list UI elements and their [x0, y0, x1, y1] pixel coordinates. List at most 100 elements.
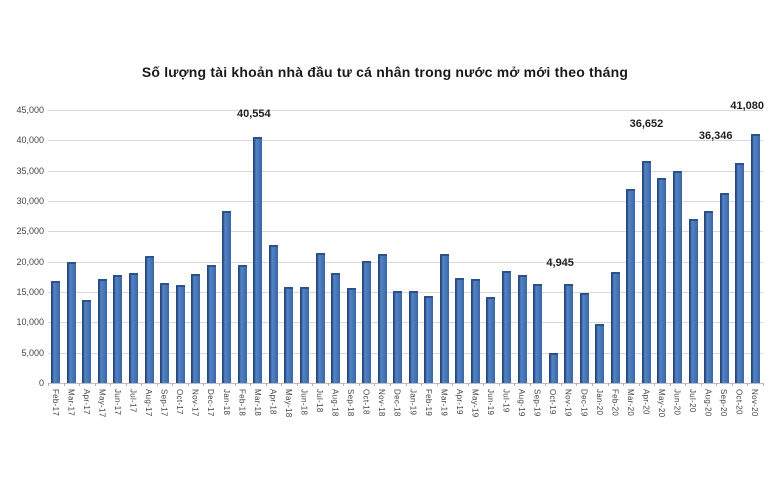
gridline-35000	[48, 170, 763, 172]
y-axis-tick-label: 30,000	[16, 196, 44, 206]
x-axis-label-sep-18: Sep-18	[346, 389, 356, 417]
x-axis-tick	[452, 383, 454, 386]
bar-sep-17	[160, 282, 170, 383]
x-axis-label-jun-20: Jun-20	[672, 389, 682, 416]
data-label-oct-19: 4,945	[546, 256, 574, 269]
gridline-20000	[48, 261, 763, 263]
x-axis-label-sep-17: Sep-17	[159, 389, 169, 417]
x-axis-label-mar-20: Mar-20	[625, 389, 635, 417]
x-axis-tick	[483, 383, 485, 386]
x-axis-tick	[467, 383, 469, 386]
bar-aug-19	[517, 275, 527, 383]
x-axis-tick	[63, 383, 65, 386]
bar-feb-18	[237, 265, 247, 383]
x-axis-tick	[203, 383, 205, 386]
x-axis-label-aug-19: Aug-19	[517, 389, 527, 417]
x-axis-tick	[669, 383, 671, 386]
bar-may-18	[284, 287, 294, 383]
x-axis-tick	[747, 383, 749, 386]
x-axis-tick	[110, 383, 112, 386]
x-axis-tick	[141, 383, 143, 386]
x-axis-tick	[389, 383, 391, 386]
gridline-25000	[48, 231, 763, 233]
y-axis-tick-label: 15,000	[16, 287, 44, 297]
x-axis-tick	[48, 383, 49, 386]
bar-apr-20	[641, 160, 651, 383]
y-axis-tick-label: 40,000	[16, 135, 44, 146]
bar-oct-19	[548, 353, 558, 383]
bar-jun-20	[673, 170, 682, 383]
x-axis-label-jan-20: Jan-20	[594, 389, 604, 416]
x-axis-label-jun-19: Jun-19	[485, 389, 495, 416]
x-axis-tick	[234, 383, 236, 386]
y-axis-tick-label: 20,000	[16, 256, 44, 267]
x-axis-tick	[172, 383, 174, 386]
gridline-5000	[48, 352, 763, 354]
x-axis-tick	[405, 383, 407, 386]
bar-may-20	[657, 177, 667, 383]
bar-sep-18	[346, 288, 356, 383]
x-axis-tick	[731, 383, 733, 386]
x-axis-tick	[187, 383, 189, 386]
gridline-30000	[48, 201, 763, 202]
x-axis-label-oct-18: Oct-18	[361, 389, 371, 415]
x-axis-label-mar-18: Mar-18	[252, 389, 262, 417]
x-axis-label-apr-18: Apr-18	[268, 389, 278, 415]
x-axis-label-may-17: May-17	[97, 389, 107, 418]
bar-may-17	[97, 279, 107, 383]
bar-aug-20	[704, 211, 714, 383]
y-axis-tick-label: 0	[38, 378, 44, 388]
x-axis-label-jul-17: Jul-17	[128, 389, 138, 413]
x-axis-label-nov-17: Nov-17	[190, 389, 200, 417]
bar-dec-17	[206, 265, 216, 383]
bar-mar-17	[66, 262, 76, 383]
bar-oct-20	[735, 162, 745, 383]
x-axis-tick	[265, 383, 267, 386]
bar-aug-18	[331, 273, 341, 383]
x-axis-label-apr-20: Apr-20	[641, 389, 651, 415]
x-axis-label-may-20: May-20	[656, 389, 666, 418]
x-axis-label-mar-17: Mar-17	[66, 389, 76, 417]
x-axis-tick	[700, 383, 702, 386]
x-axis-label-oct-17: Oct-17	[175, 389, 185, 415]
x-axis-label-dec-19: Dec-19	[579, 389, 589, 417]
x-axis-label-oct-19: Oct-19	[548, 389, 558, 415]
x-axis-tick	[436, 383, 438, 386]
bar-dec-19	[579, 293, 589, 383]
x-axis-tick	[250, 383, 252, 386]
x-axis-tick	[623, 383, 625, 386]
bar-jun-18	[299, 287, 309, 383]
x-axis-tick	[529, 383, 531, 386]
bar-jun-17	[113, 275, 123, 383]
bar-jan-19	[408, 290, 418, 383]
x-axis-tick	[607, 383, 609, 386]
x-axis-label-feb-18: Feb-18	[237, 389, 247, 417]
x-axis-tick	[312, 383, 314, 386]
bar-oct-18	[362, 261, 372, 383]
y-axis-tick-label: 35,000	[16, 165, 44, 176]
x-axis-tick	[327, 383, 329, 386]
y-axis-tick-label: 25,000	[16, 226, 44, 237]
x-axis-label-nov-18: Nov-18	[377, 389, 387, 417]
gridline-10000	[48, 322, 763, 324]
data-label-apr-20: 36,652	[629, 117, 664, 130]
bar-dec-18	[393, 291, 403, 383]
x-axis-tick	[560, 383, 562, 386]
x-axis-label-jan-18: Jan-18	[221, 389, 231, 416]
x-axis-label-sep-20: Sep-20	[719, 389, 729, 417]
x-axis-label-may-19: May-19	[470, 389, 480, 418]
x-axis-label-may-18: May-18	[283, 389, 293, 418]
x-axis-label-mar-19: Mar-19	[439, 389, 449, 417]
x-axis-label-dec-18: Dec-18	[392, 389, 402, 417]
x-axis-tick	[514, 383, 516, 386]
x-axis-label-apr-19: Apr-19	[454, 389, 464, 415]
bar-jun-19	[486, 296, 496, 383]
x-axis-tick	[94, 383, 96, 386]
bar-jul-19	[502, 270, 512, 383]
bar-apr-18	[268, 244, 278, 383]
bar-jan-20	[595, 323, 605, 383]
x-axis-label-nov-19: Nov-19	[563, 389, 573, 417]
x-axis-label-feb-17: Feb-17	[50, 389, 60, 417]
x-axis-tick	[218, 383, 220, 386]
y-axis-tick-label: 5,000	[21, 347, 44, 358]
